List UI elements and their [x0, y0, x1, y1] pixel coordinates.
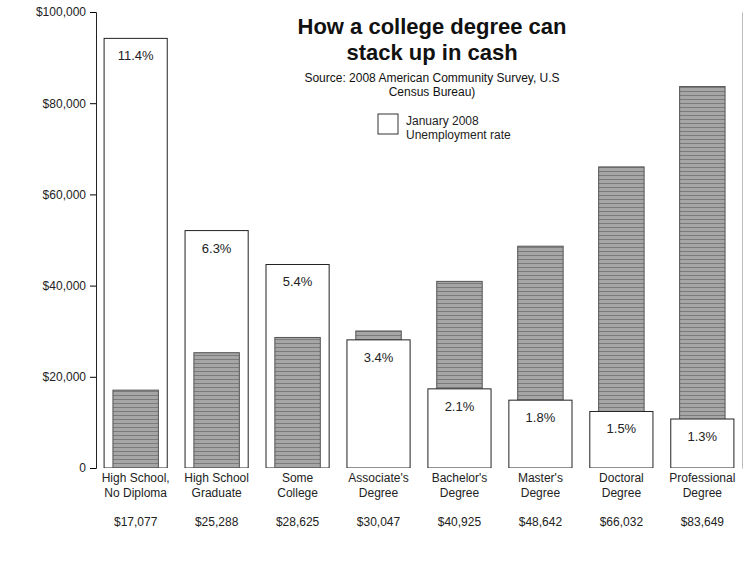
earnings-label: $28,625 [276, 515, 320, 529]
tick: Bachelor'sDegree [432, 471, 488, 500]
rate-label: 1.3% [688, 429, 718, 444]
tick-label: $20,000 [43, 370, 87, 384]
tick: High SchoolGraduate [184, 471, 249, 500]
text-line: Source: 2008 American Community Survey, … [304, 71, 559, 85]
earnings-label: $66,032 [600, 515, 644, 529]
text-line: Unemployment rate [406, 128, 511, 142]
text-line: Doctoral [599, 471, 644, 485]
title: How a college degree canstack up in cash [298, 14, 567, 65]
legend-label: January 2008Unemployment rate [406, 114, 511, 142]
axis-line [742, 13, 743, 469]
unemployment-bar [104, 38, 167, 468]
unemployment-bar [428, 389, 491, 468]
text-line: Associate's [348, 471, 408, 485]
tick-label: $40,000 [43, 279, 87, 293]
rate-label: 6.3% [202, 241, 232, 256]
y-axis: 0 $20,000 $40,000 $60,000 $80,000 $100,000 [36, 5, 97, 475]
text-line: Degree [440, 486, 480, 500]
marks [104, 38, 734, 468]
tick-label: $80,000 [43, 97, 87, 111]
text-line: Master's [518, 471, 563, 485]
earnings-label: $17,077 [114, 515, 158, 529]
category-label: ProfessionalDegree [669, 471, 735, 500]
text-line: Some [282, 471, 314, 485]
tick: Associate'sDegree [348, 471, 408, 500]
tick-label: $60,000 [43, 188, 87, 202]
tick: ProfessionalDegree [669, 471, 735, 500]
text-line: Census Bureau) [389, 85, 476, 99]
category-label: Bachelor'sDegree [432, 471, 488, 500]
earnings-label: $83,649 [681, 515, 725, 529]
chart: 0 $20,000 $40,000 $60,000 $80,000 $100,000 Hig… [0, 0, 751, 563]
earnings-label: $48,642 [519, 515, 563, 529]
text-line: Graduate [192, 486, 242, 500]
rate-label: 1.8% [526, 410, 556, 425]
earnings-label: $30,047 [357, 515, 401, 529]
legend-swatch [378, 114, 398, 134]
tick-mark [90, 286, 96, 287]
rate-label: 11.4% [118, 48, 154, 63]
unemployment-bar [671, 419, 734, 468]
tick: High School,No Diploma [102, 471, 170, 500]
tick-mark [90, 194, 96, 195]
tick: $100,000 [36, 5, 96, 19]
text-line: How a college degree can [298, 14, 567, 39]
cash-stack [194, 353, 239, 468]
text-line: Degree [359, 486, 399, 500]
axis-line [90, 13, 97, 469]
category-label: Associate'sDegree [348, 471, 408, 500]
tick-mark [90, 468, 96, 469]
earnings-label: $25,288 [195, 515, 239, 529]
text-line: College [277, 486, 318, 500]
text-line: Degree [683, 486, 723, 500]
tick: 0 [79, 461, 96, 475]
category-label: Master'sDegree [518, 471, 563, 500]
legend: January 2008Unemployment rate [378, 114, 511, 142]
text-line: Professional [669, 471, 735, 485]
cash-stack [275, 337, 320, 468]
tick: SomeCollege [277, 471, 318, 500]
x-axis: High School,No Diploma High SchoolGraduat… [102, 471, 736, 500]
cash-stack [680, 87, 725, 468]
tick-mark [90, 103, 96, 104]
category-label: SomeCollege [277, 471, 318, 500]
tick: Master'sDegree [518, 471, 563, 500]
text-line: stack up in cash [346, 40, 517, 65]
unemployment-bar [347, 340, 410, 468]
text-line: Degree [602, 486, 642, 500]
unemployment-bar [185, 231, 248, 468]
y2-axis [742, 13, 743, 469]
unemployment-bar [266, 264, 329, 468]
text-line: No Diploma [104, 486, 167, 500]
data-labels: $17,077 $25,288 $28,625 $30,047 $40,925 $48,6… [114, 48, 724, 529]
tick-mark [90, 12, 96, 13]
text-line: January 2008 [406, 114, 479, 128]
unemployment-bar [509, 400, 572, 468]
text-line: High School, [102, 471, 170, 485]
text-line: Degree [521, 486, 561, 500]
unemployment-bar [590, 411, 653, 468]
tick: $60,000 [43, 188, 96, 202]
rate-label: 2.1% [445, 399, 475, 414]
subtitle: Source: 2008 American Community Survey, … [304, 71, 559, 99]
tick-label: $100,000 [36, 5, 86, 19]
rate-label: 3.4% [364, 350, 394, 365]
tick: DoctoralDegree [599, 471, 644, 500]
category-label: DoctoralDegree [599, 471, 644, 500]
category-label: High SchoolGraduate [184, 471, 249, 500]
text-line: High School [184, 471, 249, 485]
tick-mark [90, 377, 96, 378]
tick: $20,000 [43, 370, 96, 384]
category-label: High School,No Diploma [102, 471, 170, 500]
cash-stack [113, 390, 158, 468]
rate-label: 1.5% [607, 421, 637, 436]
tick: $80,000 [43, 97, 96, 111]
tick-label: 0 [79, 461, 86, 475]
text-line: Bachelor's [432, 471, 488, 485]
tick: $40,000 [43, 279, 96, 293]
rate-label: 5.4% [283, 274, 313, 289]
earnings-label: $40,925 [438, 515, 482, 529]
